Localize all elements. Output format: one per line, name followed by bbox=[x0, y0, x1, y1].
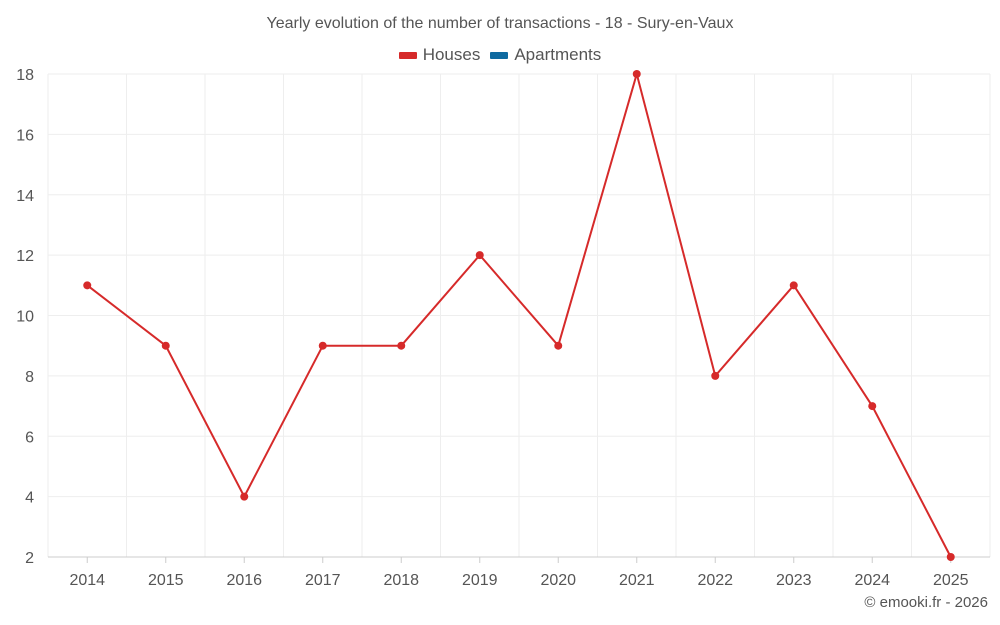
x-tick-label: 2015 bbox=[148, 572, 184, 589]
data-point[interactable] bbox=[240, 492, 249, 501]
series-layer bbox=[83, 70, 955, 561]
y-tick-label: 10 bbox=[16, 309, 34, 326]
x-tick-label: 2018 bbox=[383, 572, 419, 589]
legend-swatch-apartments bbox=[490, 51, 509, 59]
x-tick-label: 2025 bbox=[933, 572, 969, 589]
legend-swatch-houses bbox=[398, 51, 417, 59]
chart-title: Yearly evolution of the number of transa… bbox=[266, 15, 734, 32]
y-tick-label: 4 bbox=[25, 490, 34, 507]
y-tick-label: 16 bbox=[16, 127, 34, 144]
legend-label-houses: Houses bbox=[422, 45, 481, 64]
data-point[interactable] bbox=[868, 402, 877, 411]
data-point[interactable] bbox=[83, 281, 92, 290]
x-tick-label: 2022 bbox=[697, 572, 733, 589]
data-point[interactable] bbox=[632, 70, 641, 78]
data-point[interactable] bbox=[789, 281, 798, 290]
data-point[interactable] bbox=[475, 251, 484, 260]
data-point[interactable] bbox=[554, 341, 563, 350]
x-tick-label: 2020 bbox=[540, 572, 576, 589]
x-tick-label: 2017 bbox=[305, 572, 341, 589]
y-tick-label: 14 bbox=[16, 188, 34, 205]
data-point[interactable] bbox=[397, 341, 406, 350]
x-tick-label: 2023 bbox=[776, 572, 812, 589]
y-tick-label: 12 bbox=[16, 248, 34, 265]
y-tick-label: 6 bbox=[25, 429, 34, 446]
grid-layer bbox=[47, 73, 991, 558]
chart-legend: Houses Apartments bbox=[0, 45, 1000, 65]
x-tick-label: 2024 bbox=[854, 572, 890, 589]
x-tick-label: 2014 bbox=[69, 572, 105, 589]
data-point[interactable] bbox=[946, 553, 955, 561]
data-point[interactable] bbox=[711, 371, 720, 380]
series-line-houses bbox=[86, 70, 952, 558]
legend-item-houses[interactable]: Houses bbox=[398, 45, 481, 65]
data-point[interactable] bbox=[318, 341, 327, 350]
axis-layer: 2 4 6 8 10 12 14 16 18 2014 2015 2016 2017 2018 2019 20… bbox=[16, 67, 990, 589]
legend-label-apartments: Apartments bbox=[514, 45, 602, 64]
y-tick-label: 8 bbox=[25, 369, 34, 386]
y-tick-label: 2 bbox=[25, 550, 34, 567]
credit-text: © emooki.fr - 2026 bbox=[864, 594, 988, 611]
x-tick-label: 2021 bbox=[619, 572, 655, 589]
x-tick-label: 2016 bbox=[226, 572, 262, 589]
y-tick-label: 18 bbox=[16, 67, 34, 84]
legend-item-apartments[interactable]: Apartments bbox=[490, 45, 601, 65]
x-tick-label: 2019 bbox=[462, 572, 498, 589]
data-point[interactable] bbox=[161, 341, 170, 350]
